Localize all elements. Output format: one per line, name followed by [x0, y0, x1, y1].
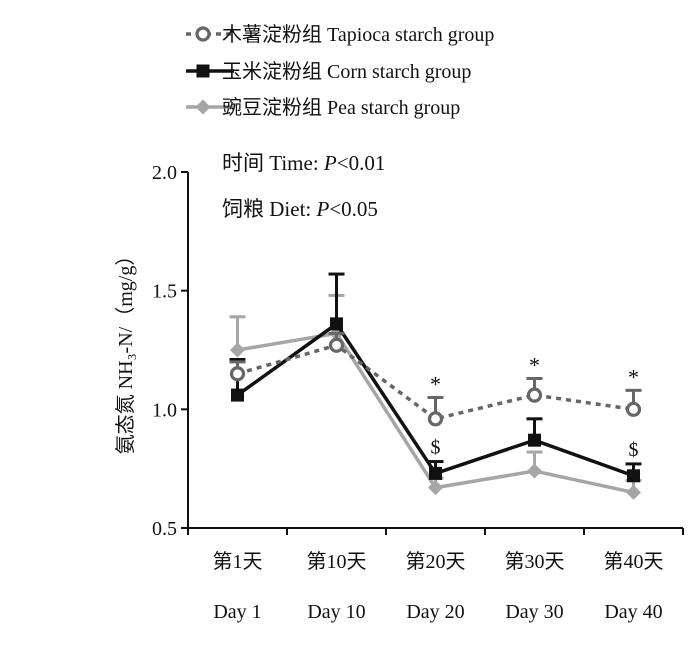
- data-point: [627, 469, 640, 483]
- legend-label: 玉米淀粉组 Corn starch group: [222, 60, 471, 83]
- annotation-time: 时间 Time: P<0.01: [222, 151, 385, 175]
- y-axis-label: 氨态氮 NH₃-N/（mg/g）: [114, 246, 137, 455]
- series-0: * * *: [229, 331, 642, 427]
- data-point: [328, 337, 345, 353]
- data-point: [428, 480, 443, 496]
- data-point: [427, 411, 444, 427]
- y-tick-label: 1.0: [152, 399, 177, 421]
- x-tick-label-en: Day 1: [213, 601, 261, 623]
- data-point: [429, 466, 442, 480]
- data-point: [231, 388, 244, 402]
- x-tick-label-cn: 第40天: [604, 550, 664, 573]
- series-1: $ $: [229, 272, 642, 483]
- data-point: [528, 433, 541, 447]
- significance-mark: $: [431, 437, 441, 459]
- x-tick-label-en: Day 20: [406, 601, 464, 623]
- significance-mark: *: [430, 371, 441, 396]
- legend: 木薯淀粉组 Tapioca starch group 玉米淀粉组 Corn sta…: [186, 23, 494, 119]
- significance-mark: $: [629, 439, 639, 461]
- data-point: [230, 342, 245, 358]
- x-tick-label-cn: 第1天: [213, 550, 263, 573]
- legend-label: 木薯淀粉组 Tapioca starch group: [222, 23, 494, 46]
- y-tick-label: 0.5: [152, 518, 177, 540]
- x-tick-label-cn: 第20天: [406, 550, 466, 573]
- x-tick-label-cn: 第10天: [307, 550, 367, 573]
- series-line: [237, 343, 634, 421]
- legend-item-1: 玉米淀粉组 Corn starch group: [186, 60, 471, 83]
- x-tick-label-cn: 第30天: [505, 550, 565, 573]
- x-tick-label-en: Day 40: [604, 601, 662, 623]
- legend-marker: [195, 26, 211, 42]
- data-point: [626, 484, 641, 500]
- legend-label: 豌豆淀粉组 Pea starch group: [222, 96, 460, 119]
- data-point: [625, 401, 642, 417]
- legend-marker: [196, 64, 210, 78]
- significance-mark: *: [529, 352, 540, 377]
- data-point: [229, 366, 246, 382]
- x-tick-label-en: Day 30: [505, 601, 563, 623]
- x-axis-labels: 第1天 Day 1 第10天 Day 10 第20天 Day 20 第30天 Day 30 第4…: [213, 550, 664, 623]
- axes: 0.5 1.0 1.5 2.0: [152, 162, 684, 540]
- annotation-diet: 饲粮 Diet: P<0.05: [222, 197, 378, 221]
- legend-item-0: 木薯淀粉组 Tapioca starch group: [186, 23, 494, 46]
- x-tick-label-en: Day 10: [307, 601, 365, 623]
- y-tick-label: 2.0: [152, 162, 177, 184]
- y-tick-label: 1.5: [152, 281, 177, 303]
- data-point: [330, 317, 343, 331]
- legend-marker: [195, 99, 211, 115]
- data-point: [526, 387, 543, 403]
- significance-mark: *: [628, 364, 639, 389]
- legend-item-2: 豌豆淀粉组 Pea starch group: [186, 96, 460, 119]
- data-point: [527, 463, 542, 479]
- series-layer: $ $** *: [229, 272, 642, 500]
